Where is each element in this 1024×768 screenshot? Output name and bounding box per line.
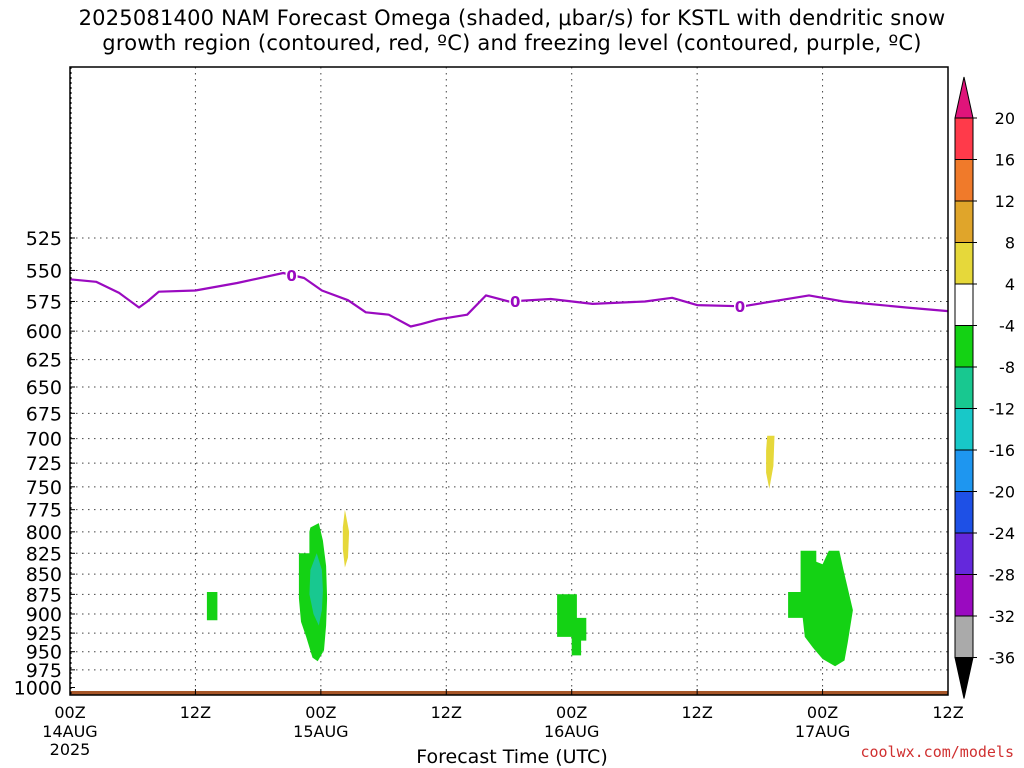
colorbar-label: 12 — [995, 192, 1015, 211]
colorbar-label: 20 — [995, 109, 1015, 128]
colorbar-bottom-arrow — [954, 657, 974, 699]
x-date-label: 15AUG — [293, 722, 348, 741]
y-tick-label: 725 — [26, 453, 62, 475]
surface-band — [70, 690, 948, 695]
x-tick-label: 00Z — [54, 703, 85, 722]
colorbar-label: 16 — [995, 151, 1015, 170]
colorbar-swatch — [954, 283, 974, 326]
y-tick-label: 950 — [26, 642, 62, 664]
colorbar-swatch — [954, 615, 974, 658]
y-tick-label: 525 — [26, 228, 62, 250]
y-tick-label: 600 — [26, 321, 62, 343]
contour-label: 0 — [510, 293, 520, 311]
colorbar-label: -12 — [989, 400, 1015, 419]
colorbar-label: -24 — [989, 524, 1015, 543]
omega-region-rise3 — [557, 594, 587, 656]
y-tick-label: 750 — [26, 477, 62, 499]
contour-label-bg — [733, 298, 746, 315]
colorbar-swatch — [954, 117, 974, 160]
y-tick-label: 775 — [26, 500, 62, 522]
colorbar-swatch — [954, 325, 974, 368]
colorbar-label: 4 — [1005, 275, 1015, 294]
omega-region-rise1 — [206, 592, 218, 621]
x-year-label: 2025 — [50, 740, 91, 759]
x-date-label: 14AUG — [42, 722, 97, 741]
colorbar-top-arrow — [954, 76, 974, 119]
y-tick-label: 875 — [26, 584, 62, 606]
colorbar-swatch — [954, 532, 974, 575]
x-tick-label: 12Z — [180, 703, 211, 722]
colorbar-swatch — [954, 242, 974, 285]
omega-region-sink2 — [766, 435, 775, 489]
y-tick-label: 650 — [26, 377, 62, 399]
freezing-level-line — [69, 271, 949, 328]
contour-label-bg — [285, 267, 298, 284]
y-tick-label: 850 — [26, 564, 62, 586]
contour-label-bg — [509, 293, 522, 310]
colorbar-swatch — [954, 574, 974, 617]
colorbar: 20 16 12 8 4 -4 -8 -12 -16 -20 -24 -28 -32 -36 — [954, 76, 1015, 699]
y-tick-label: 900 — [26, 604, 62, 626]
colorbar-swatch — [954, 366, 974, 409]
colorbar-label: -28 — [989, 566, 1015, 585]
credit-link[interactable]: coolwx.com/models — [860, 743, 1014, 761]
plot-border — [69, 66, 949, 696]
colorbar-label: -20 — [989, 483, 1015, 502]
omega-region-sink1 — [342, 509, 350, 568]
y-tick-label: 925 — [26, 623, 62, 645]
plot-frame — [69, 66, 949, 696]
colorbar-swatch — [954, 491, 974, 534]
y-tick-label: 800 — [26, 522, 62, 544]
colorbar-label: -36 — [989, 649, 1015, 668]
x-tick-label: 12Z — [932, 703, 963, 722]
y-tick-label: 1000 — [14, 678, 62, 700]
colorbar-swatch — [954, 200, 974, 243]
contour-label: 0 — [286, 267, 296, 285]
title-line-2: growth region (contoured, red, ºC) and f… — [102, 31, 922, 55]
omega-region-rise4 — [788, 550, 853, 667]
y-tick-label: 625 — [26, 350, 62, 372]
x-tick-label: 00Z — [305, 703, 336, 722]
title-line-1: 2025081400 NAM Forecast Omega (shaded, μ… — [78, 6, 946, 30]
y-tick-label: 975 — [26, 660, 62, 682]
x-axis-label: Forecast Time (UTC) — [416, 746, 608, 768]
y-tick-label: 675 — [26, 403, 62, 425]
colorbar-label: -8 — [999, 358, 1015, 377]
colorbar-label: -16 — [989, 441, 1015, 460]
y-tick-label: 550 — [26, 260, 62, 282]
x-date-label: 16AUG — [544, 722, 599, 741]
chart-title: 2025081400 NAM Forecast Omega (shaded, μ… — [0, 6, 1024, 56]
colorbar-swatch — [954, 449, 974, 492]
y-tick-label: 825 — [26, 543, 62, 565]
colorbar-label: 8 — [1005, 234, 1015, 253]
x-tick-label: 00Z — [807, 703, 838, 722]
contour-label: 0 — [735, 298, 745, 316]
colorbar-swatch — [954, 159, 974, 202]
y-axis-ticks: 5255505756006256506757007257507758008258… — [14, 228, 75, 700]
omega-region-rise2-core — [309, 553, 323, 626]
omega-shading — [70, 435, 948, 695]
colorbar-label: -4 — [999, 317, 1015, 336]
x-tick-label: 12Z — [681, 703, 712, 722]
y-tick-label: 575 — [26, 291, 62, 313]
y-tick-label: 700 — [26, 429, 62, 451]
x-tick-label: 12Z — [431, 703, 462, 722]
colorbar-label: -32 — [989, 607, 1015, 626]
colorbar-swatch — [954, 408, 974, 451]
freezing-level-contour: 0 0 0 — [69, 267, 949, 328]
x-date-label: 17AUG — [795, 722, 850, 741]
x-tick-label: 00Z — [556, 703, 587, 722]
